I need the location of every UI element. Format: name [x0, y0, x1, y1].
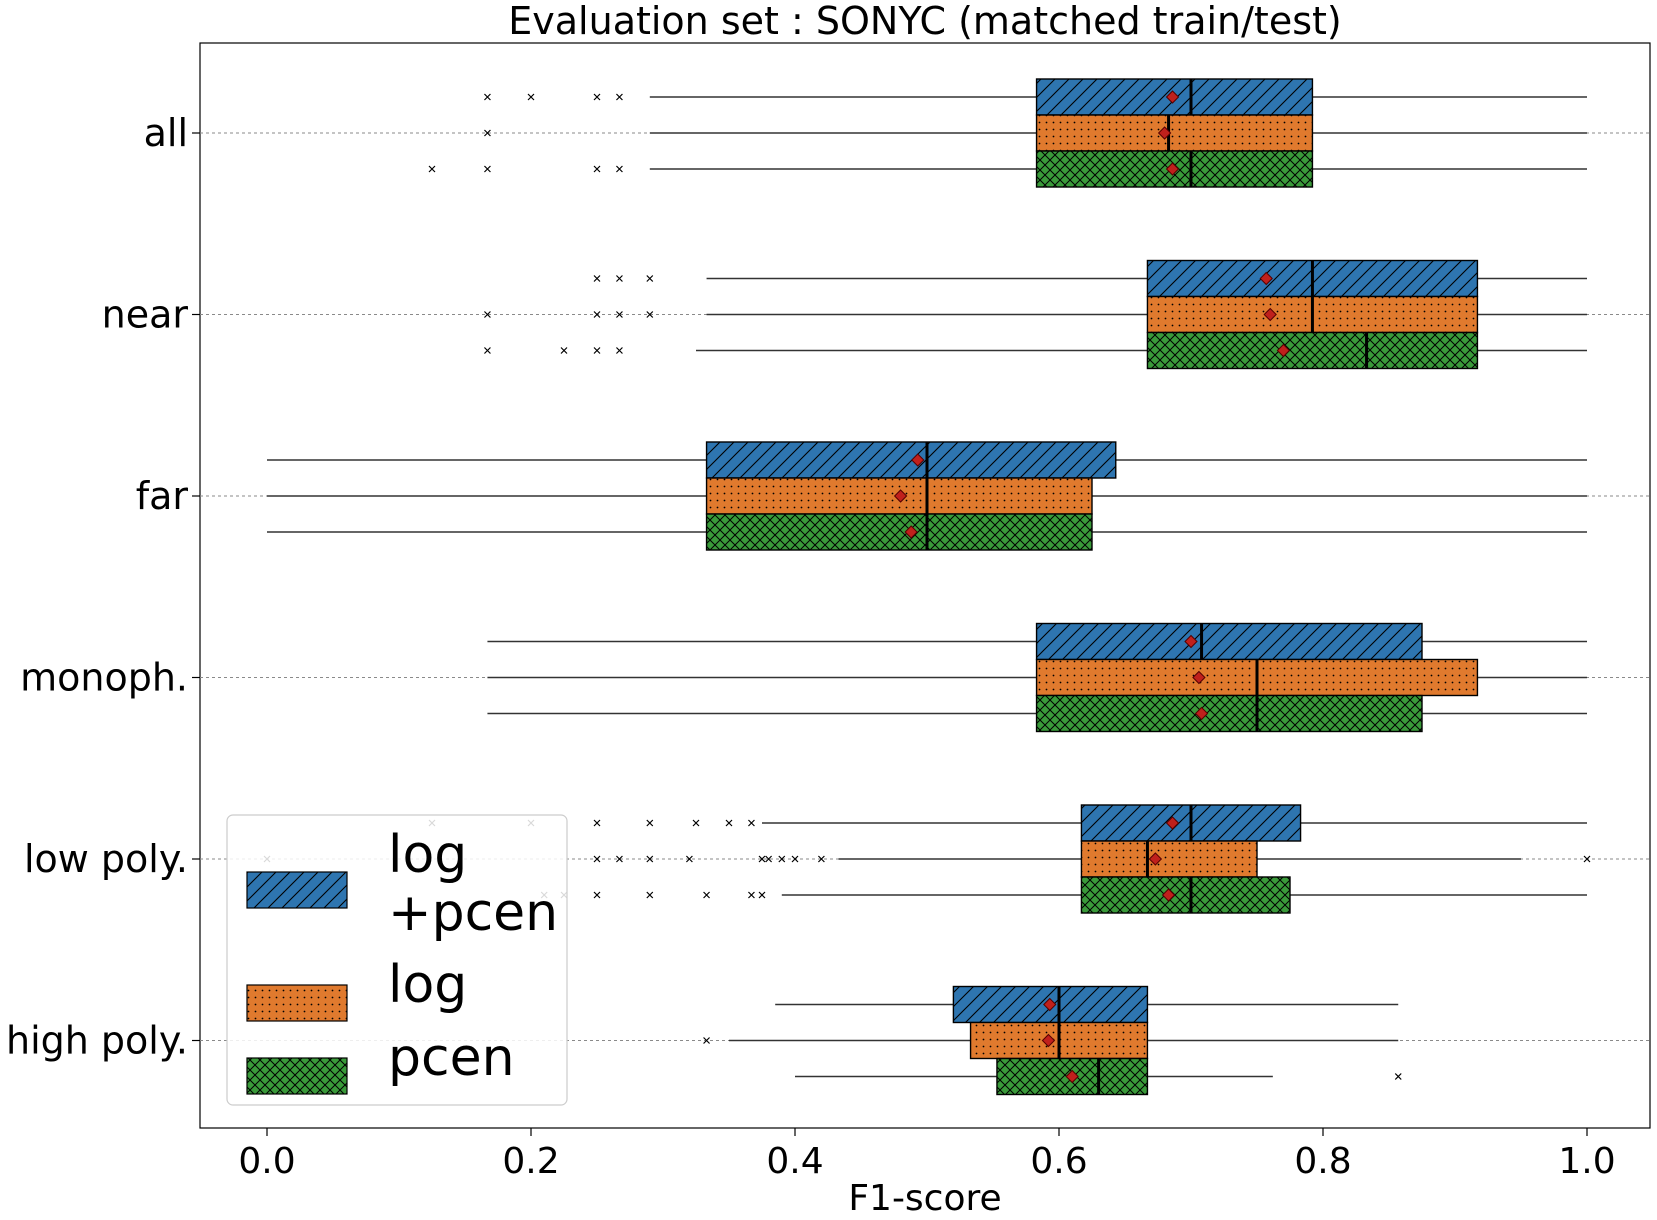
mean-marker [1157, 126, 1172, 140]
flier-point [616, 165, 623, 173]
legend-label: log [388, 825, 467, 885]
flier-point [616, 347, 623, 354]
flier-point [593, 311, 601, 318]
box-hatch [952, 985, 1149, 1024]
y-tick-label: all [144, 111, 188, 155]
x-tick-label: 0.4 [766, 1141, 823, 1182]
x-axis-ticks: 0.0 0.2 0.4 0.6 0.8 1.0 [238, 1128, 1616, 1182]
flier-point [593, 891, 601, 899]
box-hatch [1035, 694, 1423, 733]
mean-marker [1165, 90, 1180, 104]
mean-marker [1194, 706, 1209, 721]
y-tick-label: low poly. [24, 837, 188, 881]
box-hatch [1080, 876, 1291, 914]
legend-label: pcen [388, 1028, 515, 1088]
flier-point [758, 855, 766, 863]
flier-point [593, 855, 601, 863]
flier-point [616, 311, 623, 318]
mean-marker [1041, 1033, 1056, 1048]
mean-marker [1148, 852, 1163, 866]
mean-marker [904, 525, 918, 539]
legend-label: +pcen [388, 883, 558, 943]
legend-label: log [388, 955, 467, 1015]
flier-point [484, 93, 491, 101]
mean-marker [1165, 162, 1180, 176]
mean-marker [1276, 343, 1291, 358]
flier-point [593, 819, 601, 827]
mean-marker [1043, 997, 1057, 1012]
flier-point [646, 275, 654, 282]
flier-point [428, 165, 436, 173]
flier-point [527, 93, 535, 101]
flier-point [778, 855, 786, 863]
flier-point [758, 891, 766, 899]
mean-marker [893, 489, 908, 503]
flier-point [1394, 1073, 1402, 1080]
y-tick-label: high poly. [6, 1019, 188, 1063]
chart-title: Evaluation set : SONYC (matched train/te… [508, 0, 1341, 43]
x-tick-label: 0.8 [1294, 1141, 1351, 1182]
flier-point [765, 855, 773, 863]
y-axis-ticks: all near far monoph. low poly. high poly. [6, 111, 200, 1063]
flier-point [748, 819, 755, 827]
box-hatch [1035, 622, 1423, 661]
legend-swatch-hatch [246, 871, 348, 909]
flier-point [484, 311, 491, 318]
mean-marker [1184, 634, 1198, 649]
mean-marker [911, 453, 925, 467]
flier-point [646, 311, 654, 318]
mean-marker [1259, 271, 1273, 286]
flier-point [616, 275, 623, 282]
mean-marker [1263, 307, 1277, 322]
flier-point [593, 93, 601, 101]
flier-point [484, 129, 491, 137]
flier-point [703, 891, 710, 899]
box-hatch [1035, 114, 1314, 152]
x-axis-label: F1-score [848, 1178, 1001, 1219]
y-tick-label: near [102, 293, 189, 337]
box-hatch [1080, 840, 1258, 878]
flier-point [646, 855, 654, 863]
flier-point [748, 891, 755, 899]
mean-marker [1161, 888, 1176, 902]
flier-point [616, 93, 623, 101]
flier-point [560, 347, 568, 354]
flier-point [484, 347, 491, 354]
flier-point [1583, 855, 1591, 863]
flier-point [616, 855, 623, 863]
flier-point [593, 347, 601, 354]
mean-marker [1192, 670, 1206, 685]
flier-point [725, 819, 733, 827]
legend-swatch-hatch [246, 1057, 348, 1095]
flier-point [685, 855, 693, 863]
flier-point [791, 855, 799, 863]
flier-point [593, 275, 601, 282]
box-marks [263, 78, 1591, 1096]
y-tick-label: monoph. [20, 656, 188, 700]
mean-marker [1065, 1069, 1079, 1084]
flier-point [484, 165, 491, 173]
y-tick-label: far [136, 474, 189, 518]
flier-point [817, 855, 825, 863]
flier-point [593, 165, 601, 173]
box-hatch [705, 513, 1093, 551]
legend-swatch-hatch [246, 984, 348, 1022]
flier-point [646, 819, 654, 827]
flier-point [703, 1037, 710, 1044]
x-tick-label: 0.2 [502, 1141, 559, 1182]
x-tick-label: 0.0 [238, 1141, 295, 1182]
x-tick-label: 0.6 [1030, 1141, 1087, 1182]
x-tick-label: 1.0 [1558, 1141, 1615, 1182]
mean-marker [1165, 816, 1180, 830]
flier-point [646, 891, 654, 899]
box-hatch [1146, 331, 1479, 370]
flier-point [692, 819, 700, 827]
